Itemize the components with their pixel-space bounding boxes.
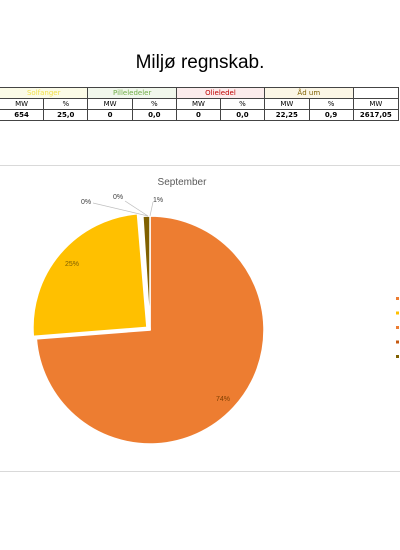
group-header-olieledel[interactable]: Olieledel: [175, 87, 265, 99]
legend-marker: [396, 311, 399, 315]
group-label: Olieledel: [205, 89, 236, 97]
unit-cell[interactable]: %: [308, 98, 354, 110]
data-label: 0%: [113, 194, 123, 201]
legend-marker: [396, 326, 399, 329]
data-label: 1%: [153, 197, 163, 204]
table-group-row: Solfanger Pilleledeler Olieledel Åd um: [0, 87, 400, 99]
unit-cell[interactable]: MW: [263, 98, 310, 110]
unit-cell[interactable]: %: [43, 98, 89, 110]
value-cell[interactable]: 0: [87, 109, 133, 121]
group-header-adum[interactable]: Åd um: [263, 87, 354, 99]
group-header-pilleledeler[interactable]: Pilleledeler: [87, 87, 177, 99]
leader-line: [149, 201, 154, 217]
legend-marker: [396, 340, 399, 344]
unit-cell[interactable]: MW: [87, 98, 133, 110]
data-label: 25%: [65, 261, 79, 268]
group-header-solfanger[interactable]: Solfanger: [0, 87, 89, 99]
unit-cell[interactable]: MW: [175, 98, 221, 110]
value-cell[interactable]: 22,25: [263, 109, 310, 121]
value-cell[interactable]: 0,9: [308, 109, 354, 121]
pie-slice[interactable]: [32, 212, 148, 338]
data-labels: 74% 25% 0% 0% 1%: [65, 194, 230, 403]
unit-cell[interactable]: MW: [352, 98, 400, 110]
leader-line: [92, 202, 149, 217]
value-cell[interactable]: 0,0: [131, 109, 177, 121]
data-label: 74%: [216, 396, 230, 403]
summary-table: Solfanger Pilleledeler Olieledel Åd um M…: [0, 87, 400, 121]
group-label: Åd um: [297, 89, 321, 97]
value-cell[interactable]: 0: [175, 109, 221, 121]
data-label: 0%: [81, 199, 91, 206]
group-label: Pilleledeler: [113, 89, 152, 97]
value-cell[interactable]: 2617,05: [352, 109, 400, 121]
legend-marker: [396, 355, 399, 358]
unit-cell[interactable]: MW: [0, 98, 45, 110]
pie-slice[interactable]: [142, 215, 151, 331]
unit-cell[interactable]: %: [131, 98, 177, 110]
value-cell[interactable]: 654: [0, 109, 45, 121]
document-title: Miljø regnskab.: [135, 52, 265, 73]
leader-lines: [92, 200, 154, 217]
table-value-row: 654 25,0 0 0,0 0 0,0 22,25 0,9 2617,05: [0, 109, 400, 121]
pie-chart: September 74% 25% 0% 0% 1%: [32, 177, 399, 445]
value-cell[interactable]: 25,0: [43, 109, 89, 121]
chart-legend: [396, 297, 399, 358]
chart-title: September: [158, 177, 208, 188]
leader-line: [124, 200, 149, 217]
legend-marker: [396, 297, 399, 300]
value-cell[interactable]: 0,0: [219, 109, 265, 121]
table-unit-row: MW % MW % MW % MW % MW: [0, 98, 400, 110]
unit-cell[interactable]: %: [219, 98, 265, 110]
group-label: Solfanger: [26, 89, 61, 97]
group-header-total[interactable]: [352, 87, 400, 99]
chart-area[interactable]: September 74% 25% 0% 0% 1%: [0, 165, 400, 472]
pie-slices: [32, 212, 265, 445]
